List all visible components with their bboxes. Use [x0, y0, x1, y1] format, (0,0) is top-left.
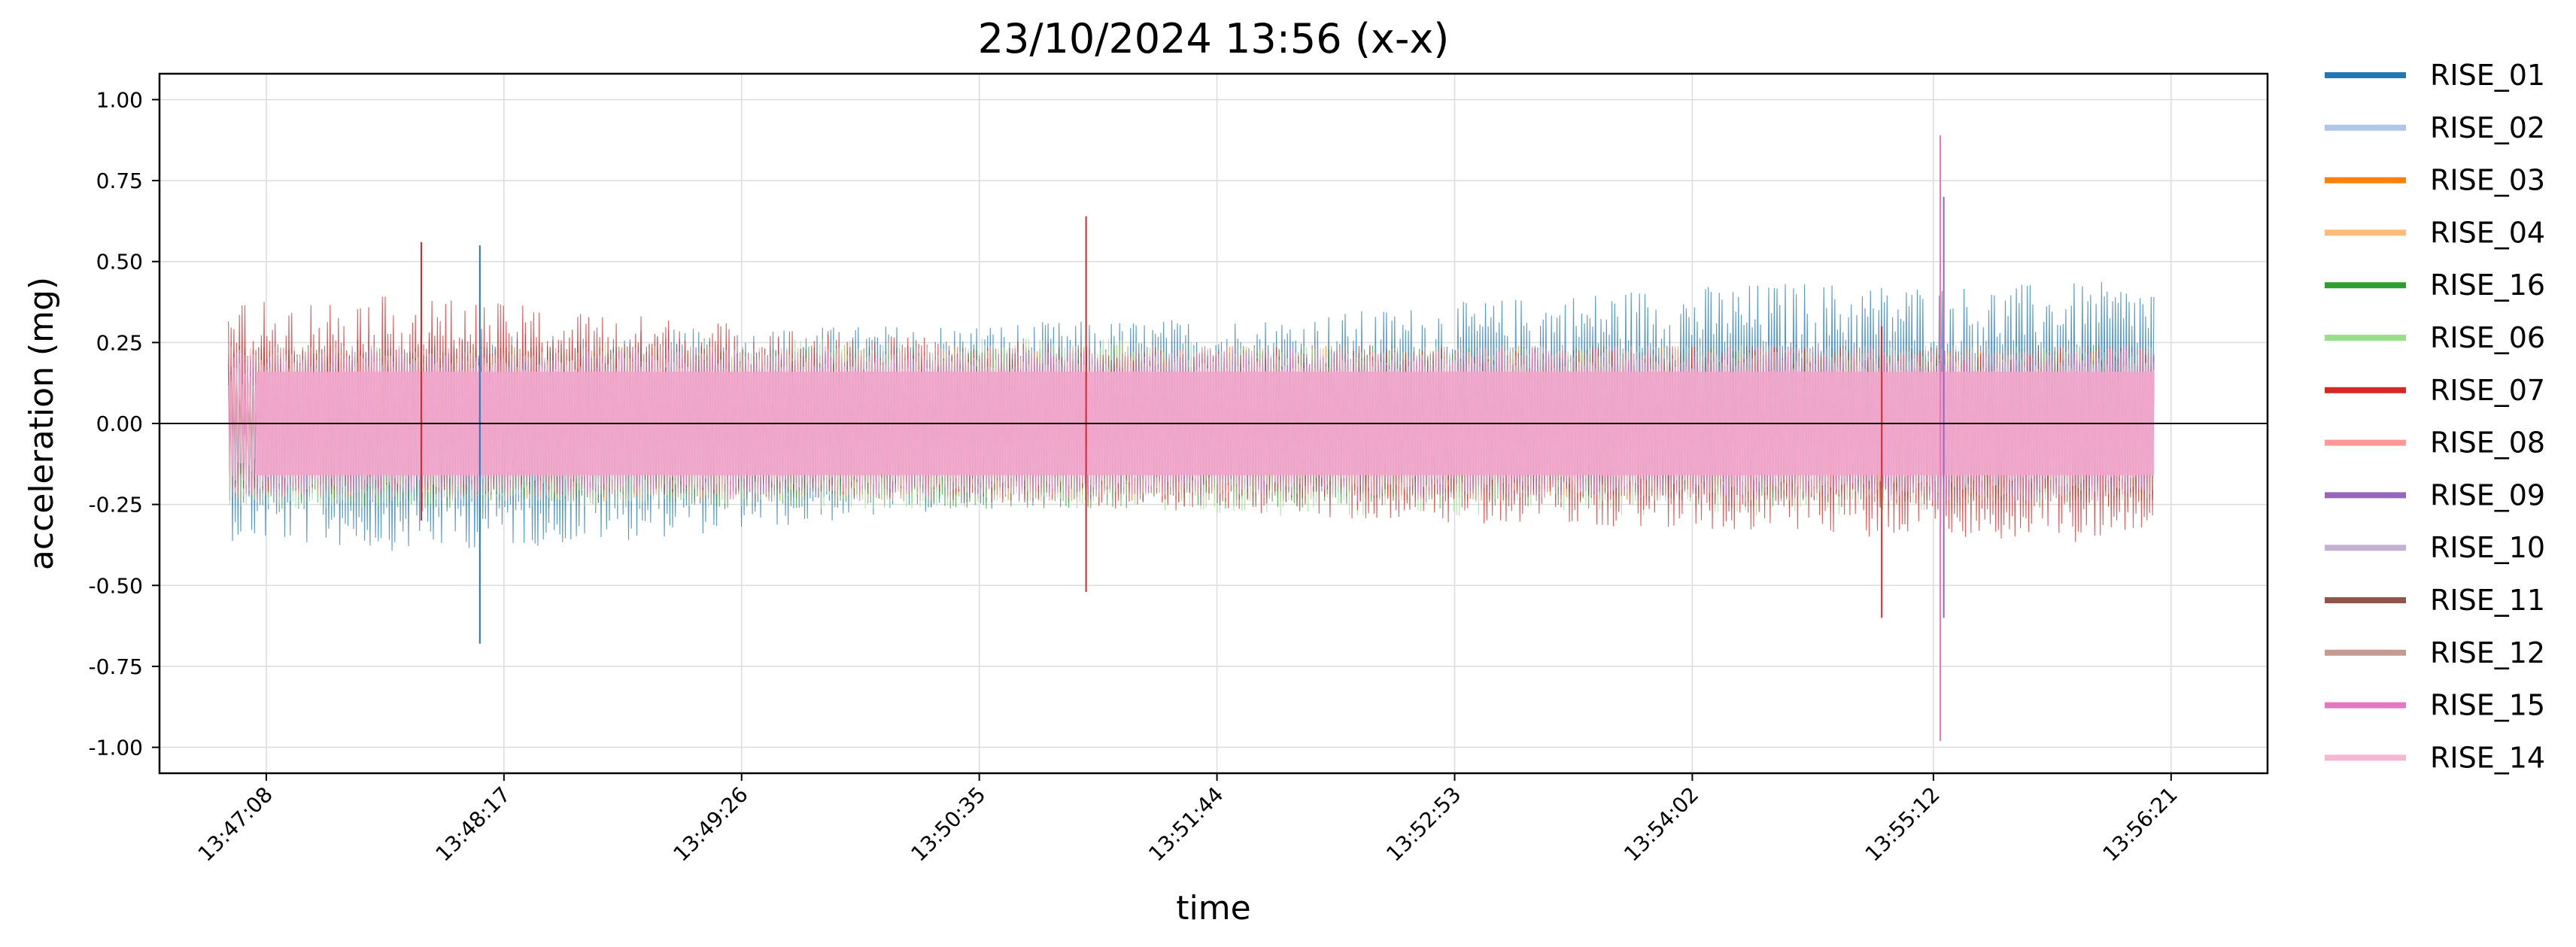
y-tick-label: -0.50	[89, 573, 143, 598]
legend: RISE_01 RISE_02 RISE_03 RISE_04 RISE_16 RISE_…	[2325, 59, 2545, 774]
legend-label: RISE_08	[2430, 426, 2545, 460]
x-tick-label: 13:47:08	[193, 782, 278, 867]
y-tick-label: 0.75	[96, 168, 143, 193]
legend-label: RISE_16	[2430, 269, 2545, 302]
legend-label: RISE_01	[2430, 59, 2545, 92]
x-tick-label: 13:56:21	[2098, 782, 2182, 867]
y-axis: 1.00 0.75 0.50 0.25 0.00 -0.25 -0.50 -0.75 -1.00	[89, 87, 159, 760]
x-tick-label: 13:52:53	[1381, 782, 1466, 867]
y-tick-label: 0.50	[96, 250, 143, 275]
y-tick-label: 0.25	[96, 330, 143, 355]
y-tick-label: 1.00	[96, 87, 143, 112]
chart-title: 23/10/2024 13:56 (x-x)	[978, 15, 1450, 62]
x-tick-label: 13:48:17	[431, 782, 515, 867]
y-axis-label: acceleration (mg)	[23, 277, 61, 570]
x-axis: 13:47:08 13:48:17 13:49:26 13:50:35 13:51:44…	[193, 773, 2183, 867]
legend-label: RISE_02	[2430, 111, 2545, 144]
x-tick-label: 13:51:44	[1144, 782, 1228, 867]
x-tick-label: 13:49:26	[668, 782, 752, 867]
legend-label: RISE_04	[2430, 216, 2545, 249]
x-axis-label: time	[1176, 889, 1250, 927]
legend-label: RISE_06	[2430, 321, 2545, 354]
legend-label: RISE_07	[2430, 374, 2545, 407]
x-tick-label: 13:54:02	[1619, 782, 1703, 867]
legend-label: RISE_11	[2430, 584, 2545, 617]
legend-label: RISE_09	[2430, 478, 2545, 511]
legend-label: RISE_15	[2430, 689, 2545, 722]
y-tick-label: 0.00	[96, 411, 143, 436]
x-tick-label: 13:50:35	[906, 782, 990, 867]
x-tick-label: 13:55:12	[1861, 782, 1945, 867]
legend-label: RISE_03	[2430, 164, 2545, 197]
y-tick-label: -0.75	[89, 654, 143, 679]
legend-label: RISE_14	[2430, 741, 2545, 774]
legend-label: RISE_12	[2430, 636, 2545, 669]
y-tick-label: -0.25	[89, 493, 143, 518]
y-tick-label: -1.00	[89, 736, 143, 760]
legend-label: RISE_10	[2430, 531, 2545, 564]
